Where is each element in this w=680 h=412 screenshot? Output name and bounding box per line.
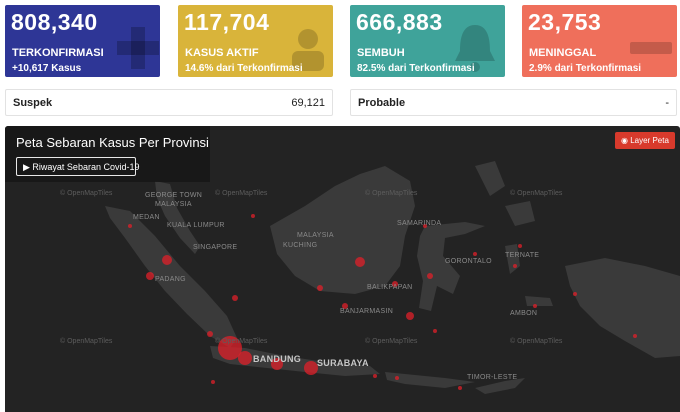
- patient-bed-icon: [292, 29, 324, 71]
- city-label: BANDUNG: [253, 354, 302, 364]
- city-label: AMBON: [510, 310, 538, 317]
- map-panel: Peta Sebaran Kasus Per Provinsi ▶ Riwaya…: [5, 126, 210, 182]
- map-attribution: © OpenMapTiles: [365, 190, 418, 197]
- suspek-box: Suspek 69,121: [5, 89, 333, 116]
- probable-box: Probable -: [350, 89, 677, 116]
- map-attribution: © OpenMapTiles: [365, 338, 418, 345]
- deceased-count: 23,753: [528, 9, 602, 35]
- deceased-label: MENINGGAL: [529, 47, 597, 59]
- confirmed-sub: +10,617 Kasus: [12, 63, 82, 74]
- active-card: 117,704 KASUS AKTIF 14.6% dari Terkonfir…: [178, 5, 333, 77]
- minus-icon: [630, 42, 672, 54]
- city-label: GEORGE TOWN: [145, 192, 203, 199]
- confirmed-card: 808,340 TERKONFIRMASI +10,617 Kasus: [5, 5, 160, 77]
- map-title: Peta Sebaran Kasus Per Provinsi: [16, 135, 209, 150]
- city-label: BANJARMASIN: [340, 308, 394, 315]
- city-label: TIMOR-LESTE: [467, 374, 518, 381]
- recovered-sub: 82.5% dari Terkonfirmasi: [357, 63, 475, 74]
- city-label: BALIKPAPAN: [367, 284, 413, 291]
- map-attribution: © OpenMapTiles: [215, 190, 268, 197]
- city-label: MEDAN: [133, 214, 160, 221]
- city-label: TERNATE: [505, 252, 540, 259]
- probable-label: Probable: [358, 97, 406, 109]
- city-label: KUALA LUMPUR: [167, 222, 225, 229]
- city-label: SAMARINDA: [397, 220, 442, 227]
- city-label: MALAYSIA: [297, 232, 334, 239]
- history-button[interactable]: ▶ Riwayat Sebaran Covid-19: [16, 157, 139, 176]
- city-label: MALAYSIA: [155, 201, 192, 208]
- city-label: PADANG: [155, 276, 186, 283]
- confirmed-label: TERKONFIRMASI: [12, 47, 104, 59]
- recovered-card: 666,883 SEMBUH 82.5% dari Terkonfirmasi: [350, 5, 505, 77]
- probable-value: -: [665, 97, 669, 109]
- deceased-card: 23,753 MENINGGAL 2.9% dari Terkonfirmasi: [522, 5, 677, 77]
- active-count: 117,704: [184, 9, 270, 35]
- recovered-label: SEMBUH: [357, 47, 405, 59]
- active-sub: 14.6% dari Terkonfirmasi: [185, 63, 303, 74]
- map-attribution: © OpenMapTiles: [60, 338, 113, 345]
- map-attribution: © OpenMapTiles: [215, 338, 268, 345]
- city-label: KUCHING: [283, 242, 318, 249]
- plus-icon: [117, 27, 159, 69]
- map-canvas[interactable]: [5, 126, 680, 412]
- deceased-sub: 2.9% dari Terkonfirmasi: [529, 63, 642, 74]
- city-label: SINGAPORE: [193, 244, 238, 251]
- confirmed-count: 808,340: [11, 9, 98, 35]
- map-attribution: © OpenMapTiles: [60, 190, 113, 197]
- map-attribution: © OpenMapTiles: [510, 190, 563, 197]
- city-label: SURABAYA: [317, 358, 369, 368]
- suspek-value: 69,121: [291, 97, 325, 109]
- recovered-count: 666,883: [356, 9, 443, 35]
- map-attribution: © OpenMapTiles: [510, 338, 563, 345]
- suspek-label: Suspek: [13, 97, 53, 109]
- city-label: GORONTALO: [445, 258, 492, 265]
- active-label: KASUS AKTIF: [185, 47, 259, 59]
- province-map[interactable]: MEDAN KUALA LUMPUR SINGAPORE BANDUNG SUR…: [5, 126, 680, 412]
- bell-icon: [455, 25, 495, 72]
- layer-button[interactable]: ◉ Layer Peta: [615, 132, 675, 149]
